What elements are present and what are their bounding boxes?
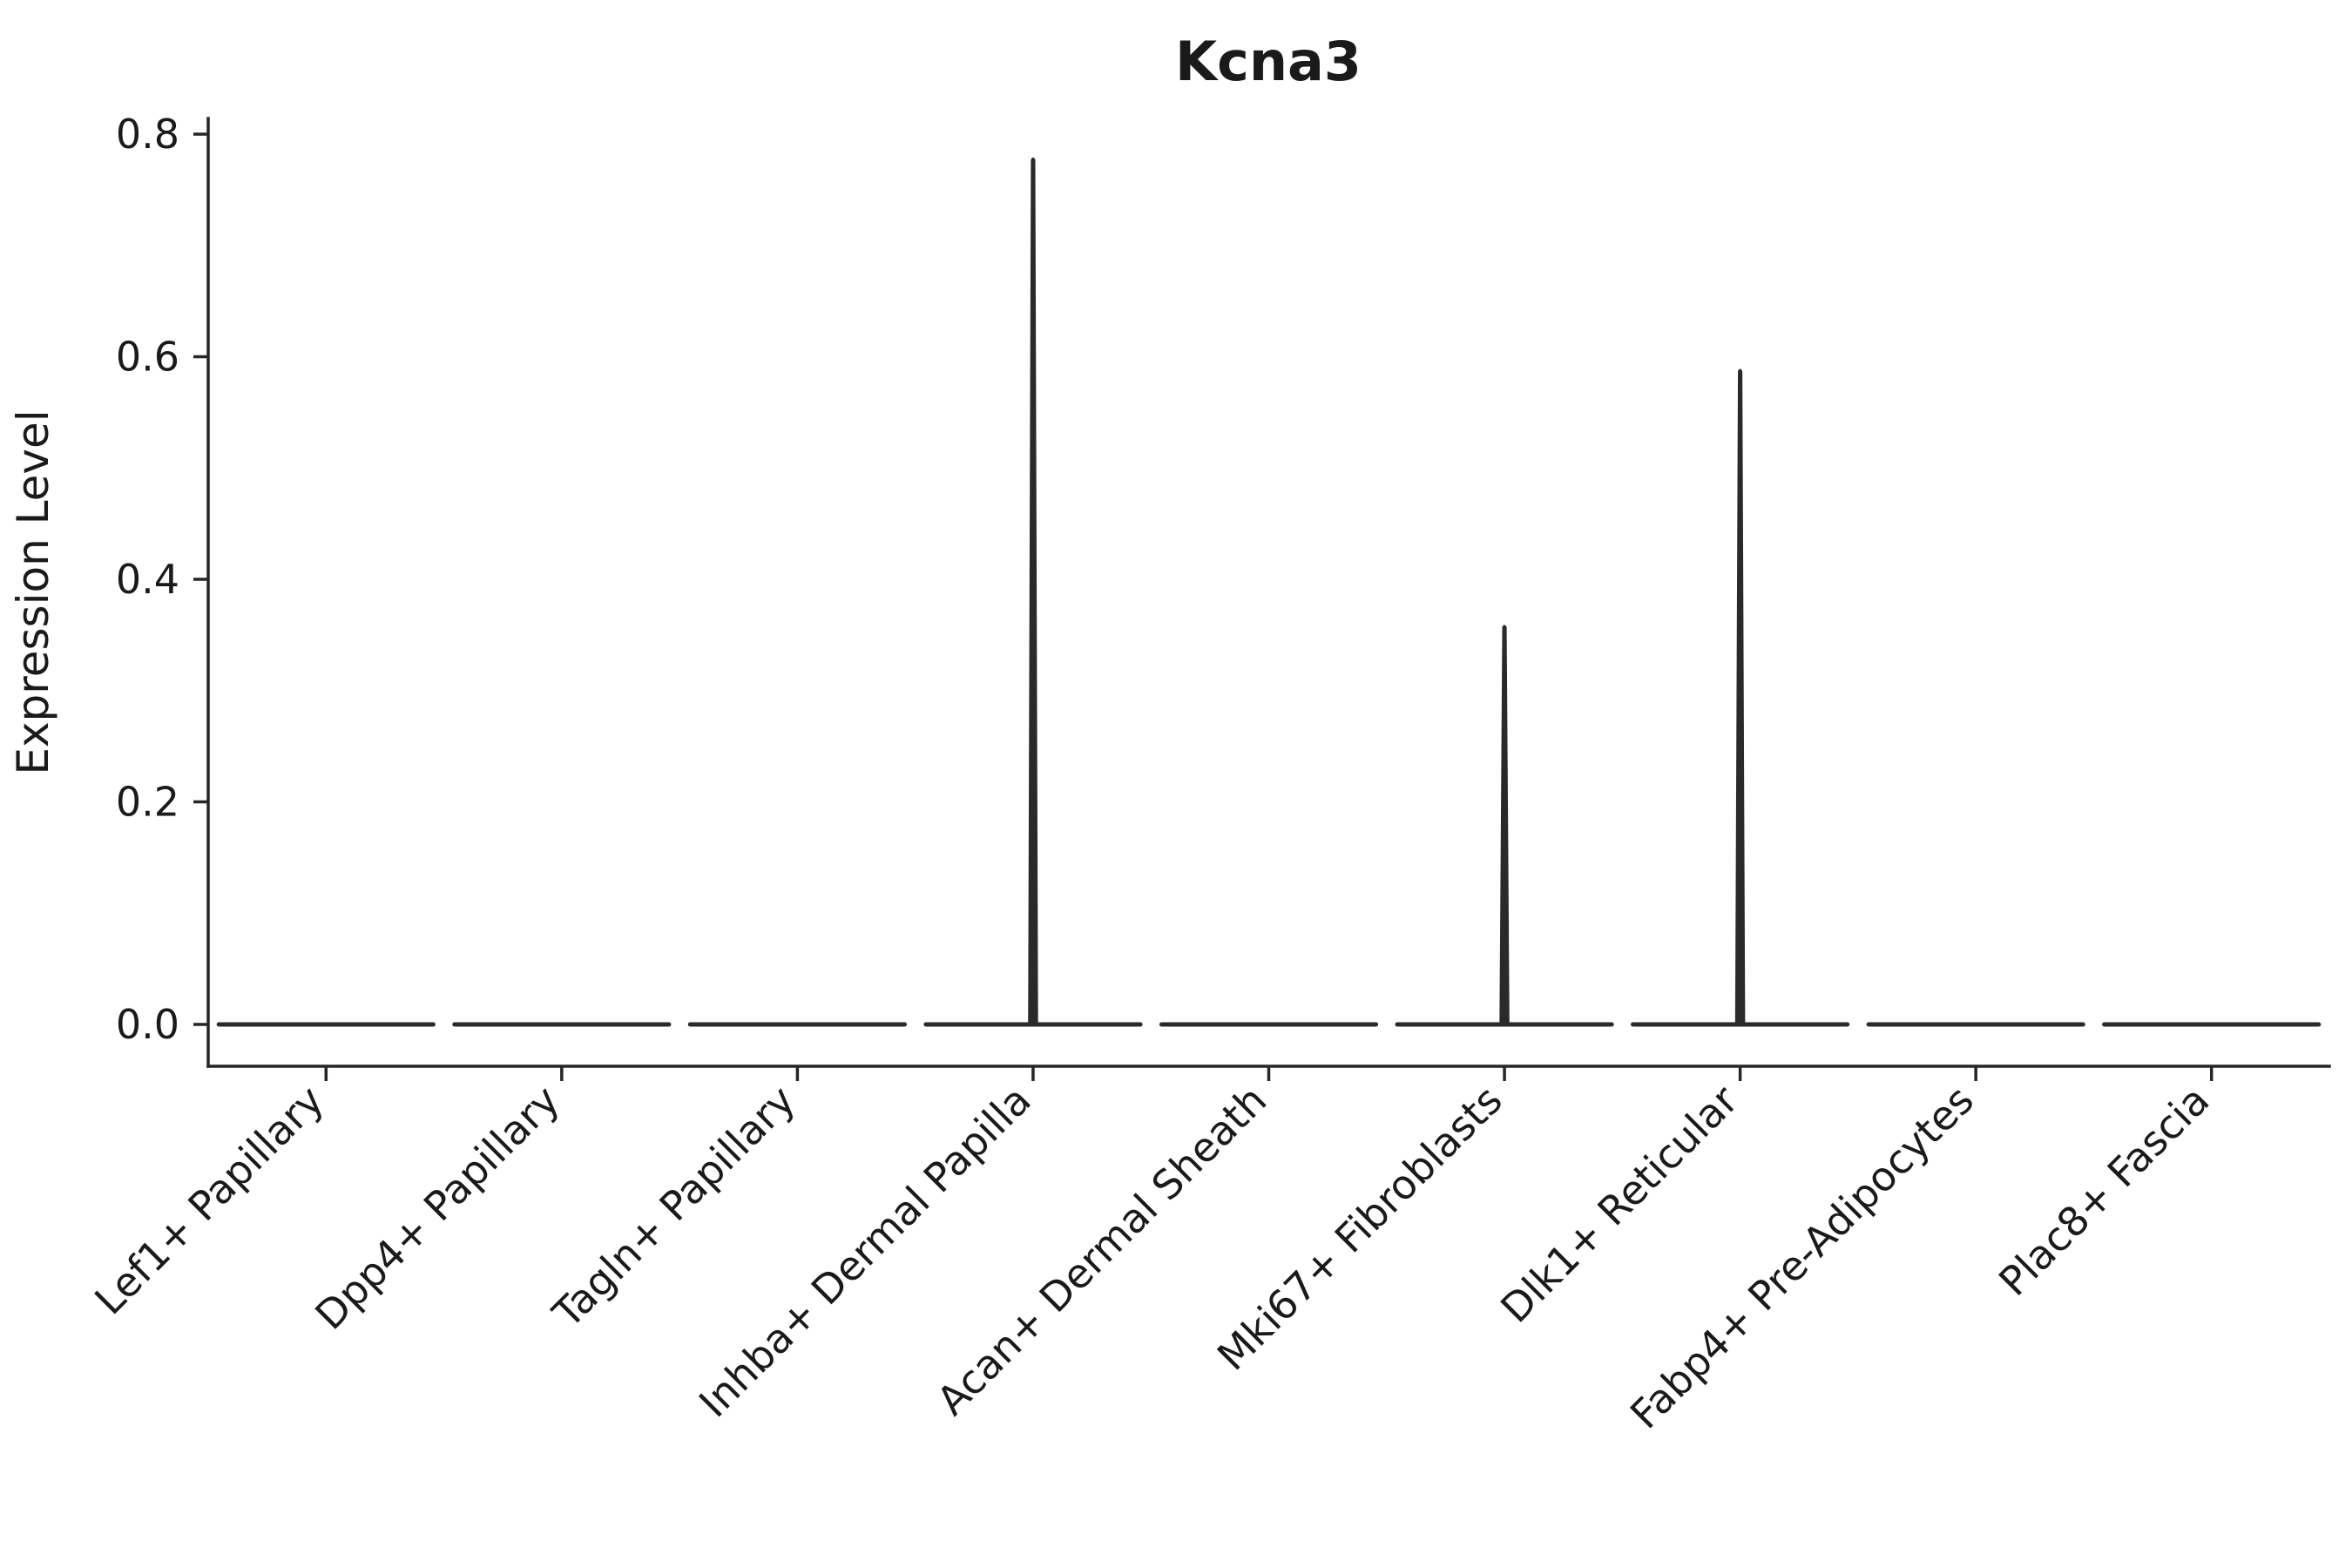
violin-spike <box>1734 368 1746 1025</box>
chart-title: Kcna3 <box>1175 30 1362 93</box>
y-axis-label: Expression Level <box>8 409 58 774</box>
y-tick-label: 0.6 <box>116 334 179 381</box>
category-label: Plac8+ Fascia <box>1990 1077 2218 1305</box>
category-label: Dpp4+ Papillary <box>306 1077 568 1339</box>
y-tick-label: 0.8 <box>116 111 179 158</box>
y-tick-label: 0.0 <box>116 1001 179 1048</box>
y-tick-label: 0.4 <box>116 556 179 603</box>
category-label: Lef1+ Papillary <box>85 1077 333 1324</box>
category-label: Dlk1+ Reticular <box>1491 1077 1747 1332</box>
category-label: Tagln+ Papillary <box>544 1077 805 1338</box>
violin-spike <box>1028 157 1038 1025</box>
y-tick-label: 0.2 <box>116 779 179 826</box>
violin-spike <box>1499 625 1510 1025</box>
